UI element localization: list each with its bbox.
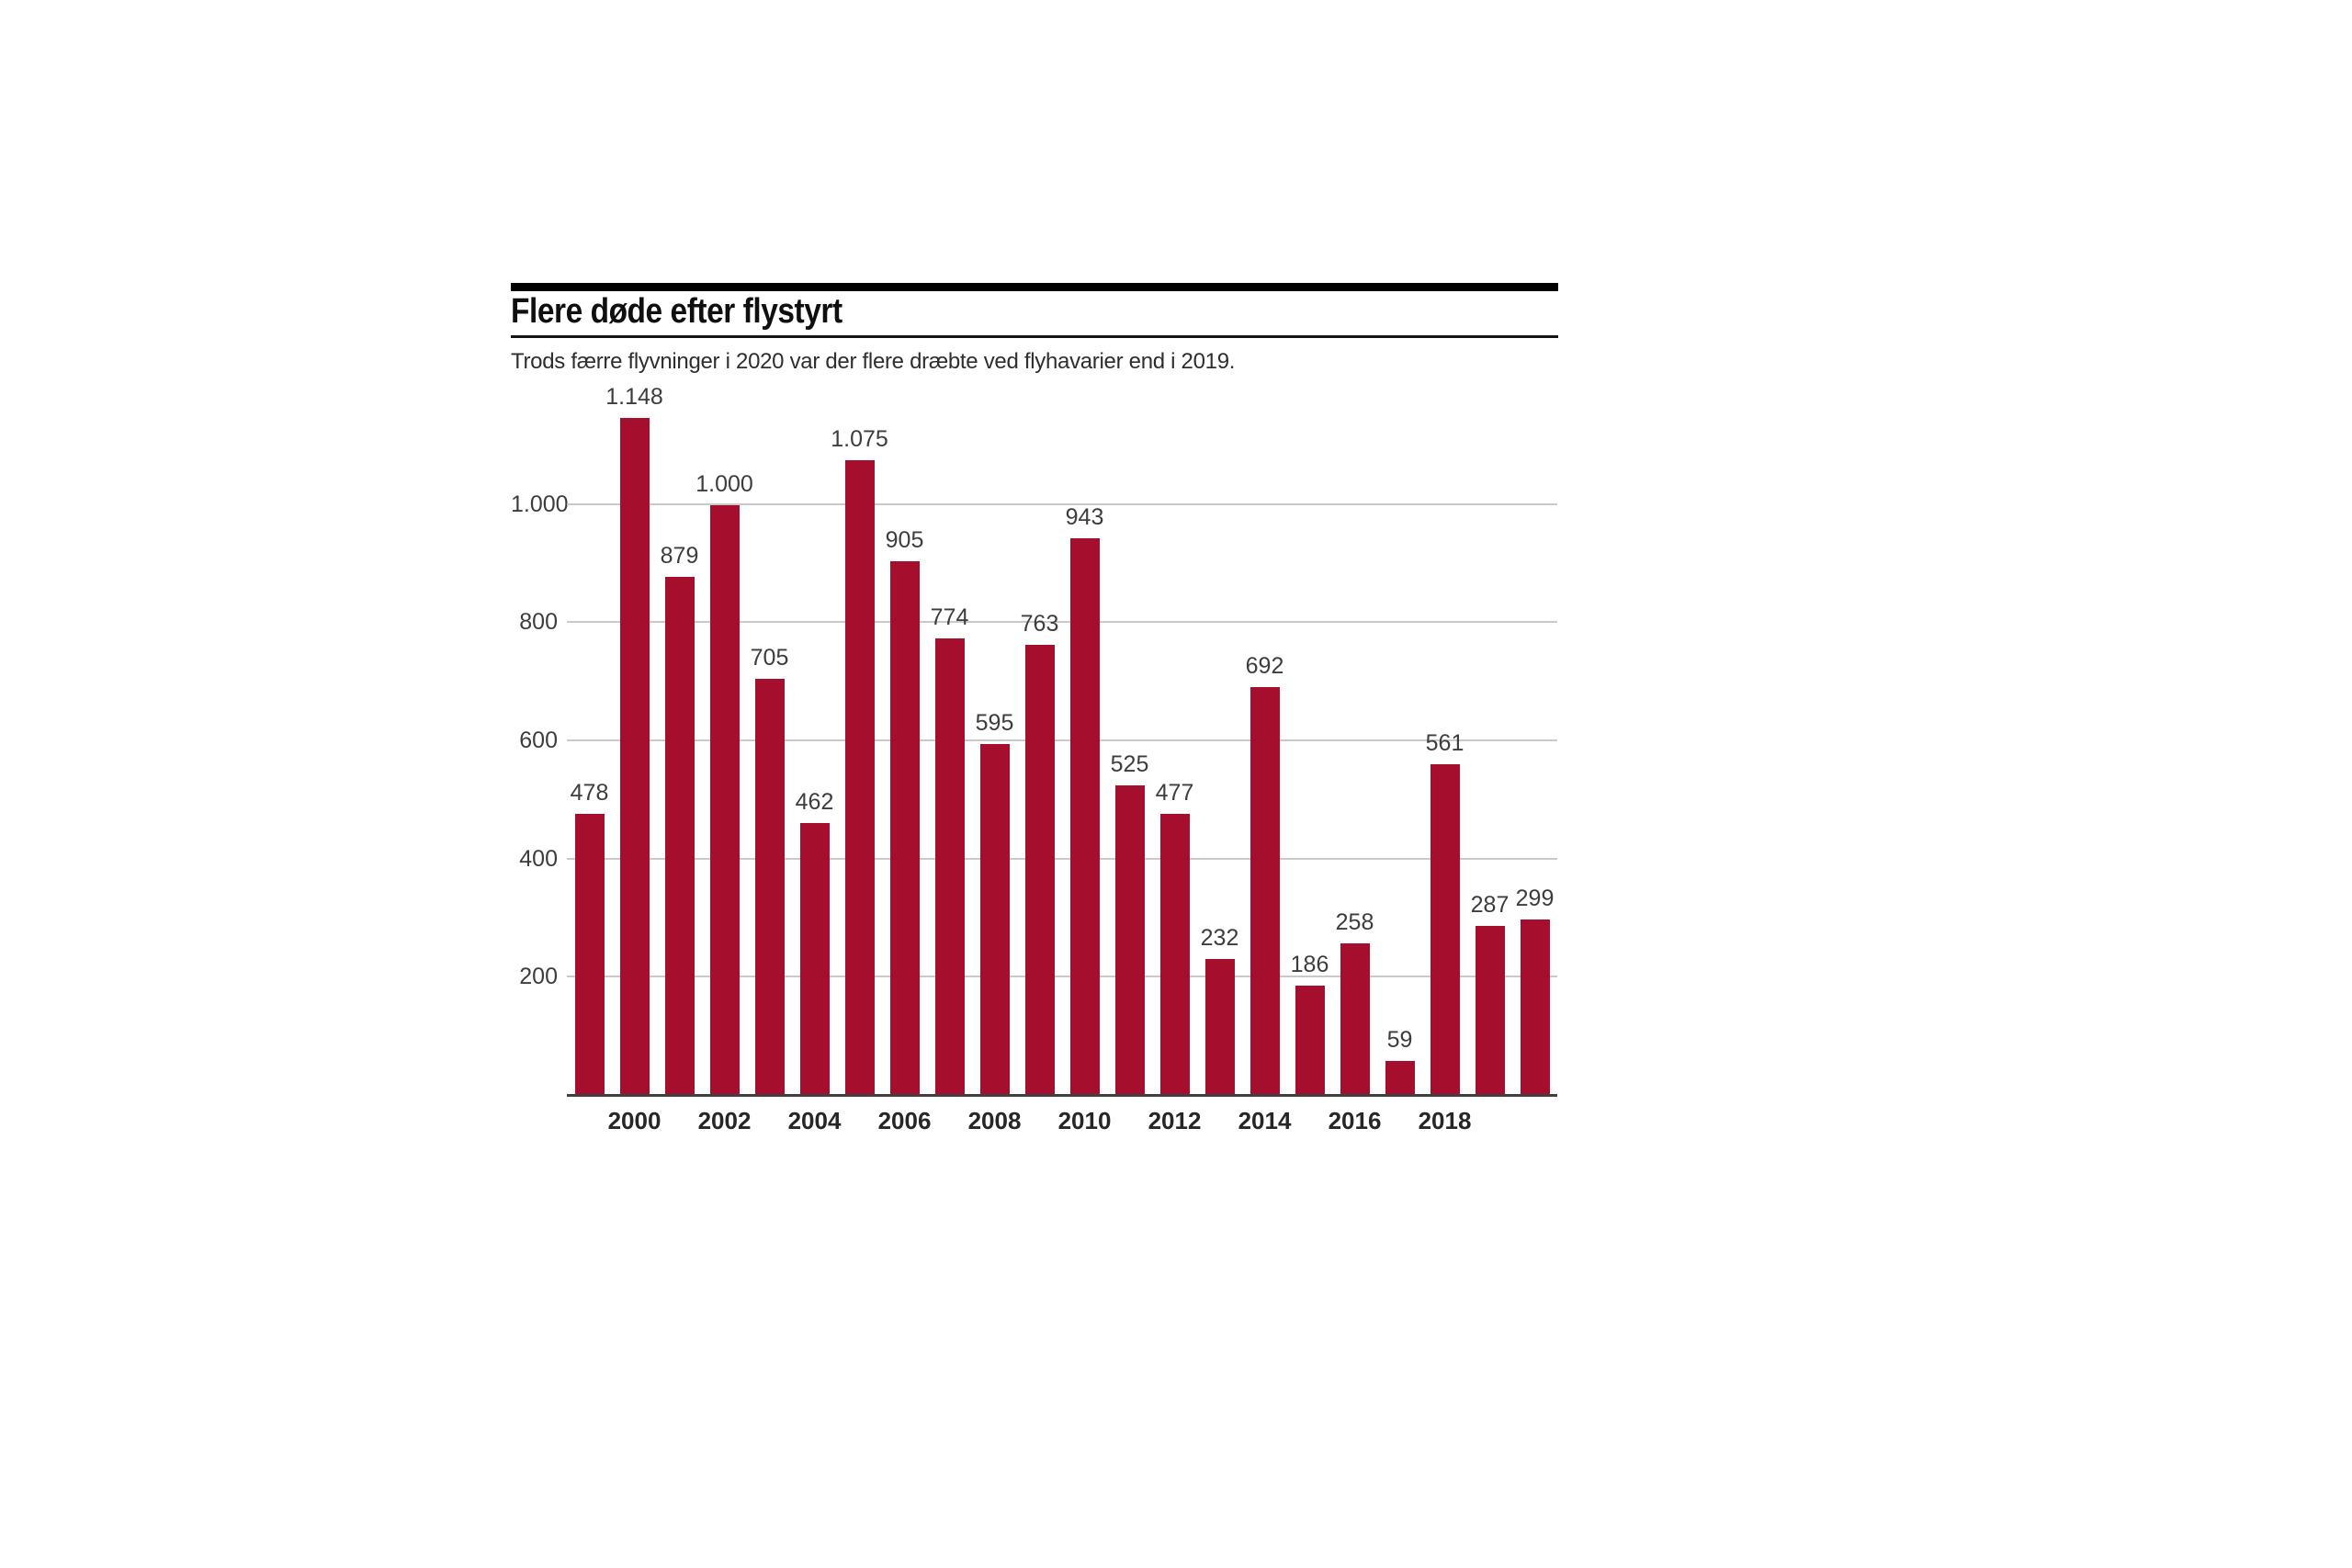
y-tick-label: 1.000 [511, 491, 569, 517]
gridline [567, 739, 1557, 742]
title-divider [511, 335, 1558, 338]
bar-value-label: 705 [750, 645, 789, 671]
y-tick-label: 600 [519, 728, 558, 754]
bar [1295, 986, 1325, 1096]
bar-value-label: 462 [795, 788, 834, 815]
gridline [567, 976, 1557, 978]
bar-value-label: 692 [1245, 652, 1284, 679]
bar [799, 822, 830, 1096]
bar [1430, 764, 1460, 1096]
bar [1204, 958, 1235, 1096]
bar-value-label: 1.148 [605, 383, 663, 410]
plot-area: 478 1.148 879 1.000 705 462 1.075 905 774 595 763 9… [567, 384, 1557, 1097]
bar-value-label: 287 [1470, 892, 1510, 919]
bar-value-label: 232 [1200, 924, 1239, 951]
gridline [567, 621, 1557, 624]
bar [1159, 814, 1190, 1096]
x-tick-label: 2016 [1328, 1107, 1382, 1134]
y-tick-label: 400 [519, 845, 558, 872]
bar-value-label: 595 [975, 710, 1014, 737]
bar [1114, 785, 1145, 1096]
bar [1520, 919, 1550, 1096]
x-tick-label: 2012 [1148, 1107, 1202, 1134]
x-tick-label: 2018 [1418, 1107, 1472, 1134]
bar-value-label: 186 [1290, 952, 1329, 978]
y-axis: 200 400 600 800 1.000 [511, 395, 569, 1096]
bar-value-label: 258 [1335, 909, 1374, 936]
bar-value-label: 561 [1425, 730, 1464, 757]
y-tick-label: 800 [519, 609, 558, 636]
bar-value-label: 59 [1386, 1027, 1413, 1054]
chart-title: Flere døde efter flystyrt [511, 292, 842, 331]
x-tick-label: 2008 [967, 1107, 1022, 1134]
bar-value-label: 879 [660, 542, 699, 569]
top-rule [511, 283, 1558, 291]
bar-chart: 200 400 600 800 1.000 478 1.148 879 1.000 705 462… [511, 384, 1558, 1157]
bar [844, 460, 875, 1096]
x-tick-label: 2002 [697, 1107, 752, 1134]
bar-value-label: 477 [1155, 780, 1194, 807]
bar [619, 417, 650, 1096]
bar-value-label: 774 [930, 604, 969, 631]
x-axis-baseline [567, 1094, 1557, 1097]
gridline [567, 857, 1557, 860]
bar [979, 744, 1010, 1096]
x-tick-label: 2014 [1238, 1107, 1292, 1134]
x-tick-label: 2004 [787, 1107, 842, 1134]
x-tick-label: 2006 [877, 1107, 932, 1134]
bar-value-label: 905 [885, 526, 924, 553]
bar [709, 504, 740, 1096]
bar [1250, 686, 1280, 1096]
y-tick-label: 200 [519, 964, 558, 990]
gridline [567, 502, 1557, 505]
bar [574, 813, 605, 1096]
bar [889, 560, 920, 1096]
bar-value-label: 943 [1065, 504, 1104, 531]
infographic: Flere døde efter flystyrt Trods færre fl… [511, 283, 1558, 1165]
bar-value-label: 299 [1515, 885, 1555, 911]
bar [664, 576, 695, 1096]
bar [754, 679, 785, 1096]
x-tick-label: 2010 [1057, 1107, 1112, 1134]
bar-value-label: 763 [1020, 611, 1059, 637]
x-tick-label: 2000 [607, 1107, 662, 1134]
bar [1385, 1061, 1415, 1096]
bar [1024, 645, 1055, 1096]
bar-value-label: 1.000 [695, 470, 753, 497]
bar [1475, 926, 1505, 1096]
bar-value-label: 1.075 [831, 426, 888, 453]
bar [934, 638, 965, 1096]
bar [1340, 943, 1370, 1096]
bar [1069, 538, 1100, 1096]
bar-value-label: 478 [570, 779, 609, 806]
chart-subtitle: Trods færre flyvninger i 2020 var der fl… [511, 349, 1236, 374]
bar-value-label: 525 [1110, 751, 1149, 778]
